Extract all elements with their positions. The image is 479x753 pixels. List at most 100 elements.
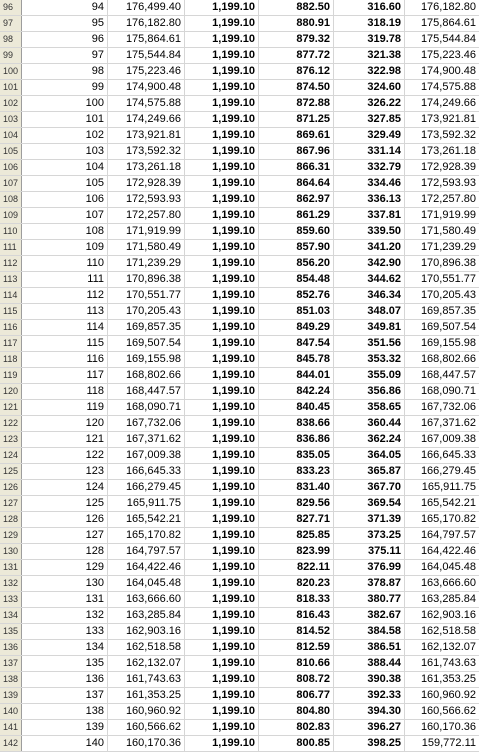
payment-number-cell[interactable]: 129 bbox=[22, 560, 108, 575]
ending-balance-cell[interactable]: 172,593.93 bbox=[420, 177, 476, 189]
payment-cell[interactable]: 1,199.10 bbox=[185, 384, 259, 399]
interest-cell[interactable]: 866.31 bbox=[259, 160, 334, 175]
payment-number-cell[interactable]: 96 bbox=[22, 32, 108, 47]
row-header[interactable]: 118 bbox=[0, 352, 22, 367]
principal-cell[interactable]: 358.65 bbox=[334, 400, 405, 415]
beginning-balance-cell[interactable]: 168,090.71 bbox=[108, 400, 185, 415]
interest-cell[interactable]: 818.33 bbox=[259, 592, 334, 607]
principal-cell[interactable]: 396.27 bbox=[334, 720, 405, 735]
row-header[interactable]: 105 bbox=[0, 144, 22, 159]
interest-cell[interactable]: 806.77 bbox=[259, 688, 334, 703]
beginning-balance-cell[interactable]: 176,182.80 bbox=[108, 16, 185, 31]
payment-number-cell[interactable]: 135 bbox=[22, 656, 108, 671]
payment-cell[interactable]: 1,199.10 bbox=[185, 176, 259, 191]
interest-cell[interactable]: 808.72 bbox=[259, 672, 334, 687]
interest-cell[interactable]: 829.56 bbox=[259, 496, 334, 511]
row-header[interactable]: 96 bbox=[0, 0, 22, 15]
payment-cell[interactable]: 1,199.10 bbox=[185, 480, 259, 495]
payment-cell[interactable]: 1,199.10 bbox=[185, 256, 259, 271]
principal-cell[interactable]: 386.51 bbox=[334, 640, 405, 655]
ending-balance-cell[interactable]: 169,507.54 bbox=[420, 321, 476, 333]
principal-cell[interactable]: 398.25 bbox=[334, 736, 405, 751]
payment-cell[interactable]: 1,199.10 bbox=[185, 96, 259, 111]
interest-cell[interactable]: 840.45 bbox=[259, 400, 334, 415]
payment-cell[interactable]: 1,199.10 bbox=[185, 512, 259, 527]
principal-cell[interactable]: 369.54 bbox=[334, 496, 405, 511]
ending-balance-cell[interactable]: 167,371.62 bbox=[420, 417, 476, 429]
principal-cell[interactable]: 376.99 bbox=[334, 560, 405, 575]
row-header[interactable]: 141 bbox=[0, 720, 22, 735]
ending-balance-cell[interactable]: 165,542.21 bbox=[420, 497, 476, 509]
ending-balance-cell[interactable]: 169,857.35 bbox=[420, 305, 476, 317]
row-header[interactable]: 122 bbox=[0, 416, 22, 431]
row-header[interactable]: 100 bbox=[0, 64, 22, 79]
beginning-balance-cell[interactable]: 175,223.46 bbox=[108, 64, 185, 79]
payment-number-cell[interactable]: 136 bbox=[22, 672, 108, 687]
beginning-balance-cell[interactable]: 160,960.92 bbox=[108, 704, 185, 719]
ending-balance-cell[interactable]: 159,772.11 bbox=[421, 737, 476, 749]
interest-cell[interactable]: 816.43 bbox=[259, 608, 334, 623]
beginning-balance-cell[interactable]: 162,132.07 bbox=[108, 656, 185, 671]
row-header[interactable]: 113 bbox=[0, 272, 22, 287]
interest-cell[interactable]: 851.03 bbox=[259, 304, 334, 319]
payment-number-cell[interactable]: 99 bbox=[22, 80, 108, 95]
principal-cell[interactable]: 371.39 bbox=[334, 512, 405, 527]
ending-balance-cell[interactable]: 162,903.16 bbox=[420, 609, 476, 621]
interest-cell[interactable]: 874.50 bbox=[259, 80, 334, 95]
beginning-balance-cell[interactable]: 165,911.75 bbox=[108, 496, 185, 511]
principal-cell[interactable]: 324.60 bbox=[334, 80, 405, 95]
ending-balance-cell[interactable]: 163,666.60 bbox=[420, 577, 476, 589]
row-header[interactable]: 123 bbox=[0, 432, 22, 447]
principal-cell[interactable]: 373.25 bbox=[334, 528, 405, 543]
row-header[interactable]: 103 bbox=[0, 112, 22, 127]
interest-cell[interactable]: 854.48 bbox=[259, 272, 334, 287]
ending-balance-cell[interactable]: 168,447.57 bbox=[420, 369, 476, 381]
row-header[interactable]: 115 bbox=[0, 304, 22, 319]
payment-cell[interactable]: 1,199.10 bbox=[185, 400, 259, 415]
interest-cell[interactable]: 876.12 bbox=[259, 64, 334, 79]
row-header[interactable]: 111 bbox=[0, 240, 22, 255]
principal-cell[interactable]: 322.98 bbox=[334, 64, 405, 79]
beginning-balance-cell[interactable]: 173,592.32 bbox=[108, 144, 185, 159]
ending-balance-cell[interactable]: 166,279.45 bbox=[420, 465, 476, 477]
payment-cell[interactable]: 1,199.10 bbox=[185, 672, 259, 687]
payment-cell[interactable]: 1,199.10 bbox=[185, 368, 259, 383]
payment-cell[interactable]: 1,199.10 bbox=[185, 688, 259, 703]
payment-number-cell[interactable]: 140 bbox=[22, 736, 108, 751]
payment-number-cell[interactable]: 112 bbox=[22, 288, 108, 303]
beginning-balance-cell[interactable]: 168,802.66 bbox=[108, 368, 185, 383]
payment-cell[interactable]: 1,199.10 bbox=[185, 304, 259, 319]
beginning-balance-cell[interactable]: 164,045.48 bbox=[108, 576, 185, 591]
ending-balance-cell[interactable]: 170,551.77 bbox=[420, 273, 476, 285]
beginning-balance-cell[interactable]: 176,499.40 bbox=[108, 0, 185, 15]
principal-cell[interactable]: 351.56 bbox=[334, 336, 405, 351]
beginning-balance-cell[interactable]: 166,645.33 bbox=[108, 464, 185, 479]
principal-cell[interactable]: 348.07 bbox=[334, 304, 405, 319]
payment-cell[interactable]: 1,199.10 bbox=[185, 624, 259, 639]
payment-number-cell[interactable]: 123 bbox=[22, 464, 108, 479]
beginning-balance-cell[interactable]: 173,921.81 bbox=[108, 128, 185, 143]
ending-balance-cell[interactable]: 162,518.58 bbox=[420, 625, 476, 637]
payment-cell[interactable]: 1,199.10 bbox=[185, 208, 259, 223]
payment-number-cell[interactable]: 115 bbox=[22, 336, 108, 351]
payment-cell[interactable]: 1,199.10 bbox=[185, 80, 259, 95]
payment-number-cell[interactable]: 127 bbox=[22, 528, 108, 543]
payment-cell[interactable]: 1,199.10 bbox=[185, 432, 259, 447]
payment-cell[interactable]: 1,199.10 bbox=[185, 288, 259, 303]
payment-cell[interactable]: 1,199.10 bbox=[185, 464, 259, 479]
principal-cell[interactable]: 355.09 bbox=[334, 368, 405, 383]
row-header[interactable]: 104 bbox=[0, 128, 22, 143]
payment-cell[interactable]: 1,199.10 bbox=[185, 608, 259, 623]
ending-balance-cell[interactable]: 164,797.57 bbox=[420, 529, 476, 541]
principal-cell[interactable]: 318.19 bbox=[334, 16, 405, 31]
principal-cell[interactable]: 362.24 bbox=[334, 432, 405, 447]
payment-number-cell[interactable]: 101 bbox=[22, 112, 108, 127]
principal-cell[interactable]: 332.79 bbox=[334, 160, 405, 175]
principal-cell[interactable]: 360.44 bbox=[334, 416, 405, 431]
row-header[interactable]: 120 bbox=[0, 384, 22, 399]
beginning-balance-cell[interactable]: 171,580.49 bbox=[108, 240, 185, 255]
ending-balance-cell[interactable]: 171,239.29 bbox=[420, 241, 476, 253]
interest-cell[interactable]: 825.85 bbox=[259, 528, 334, 543]
payment-cell[interactable]: 1,199.10 bbox=[185, 736, 259, 751]
interest-cell[interactable]: 871.25 bbox=[259, 112, 334, 127]
